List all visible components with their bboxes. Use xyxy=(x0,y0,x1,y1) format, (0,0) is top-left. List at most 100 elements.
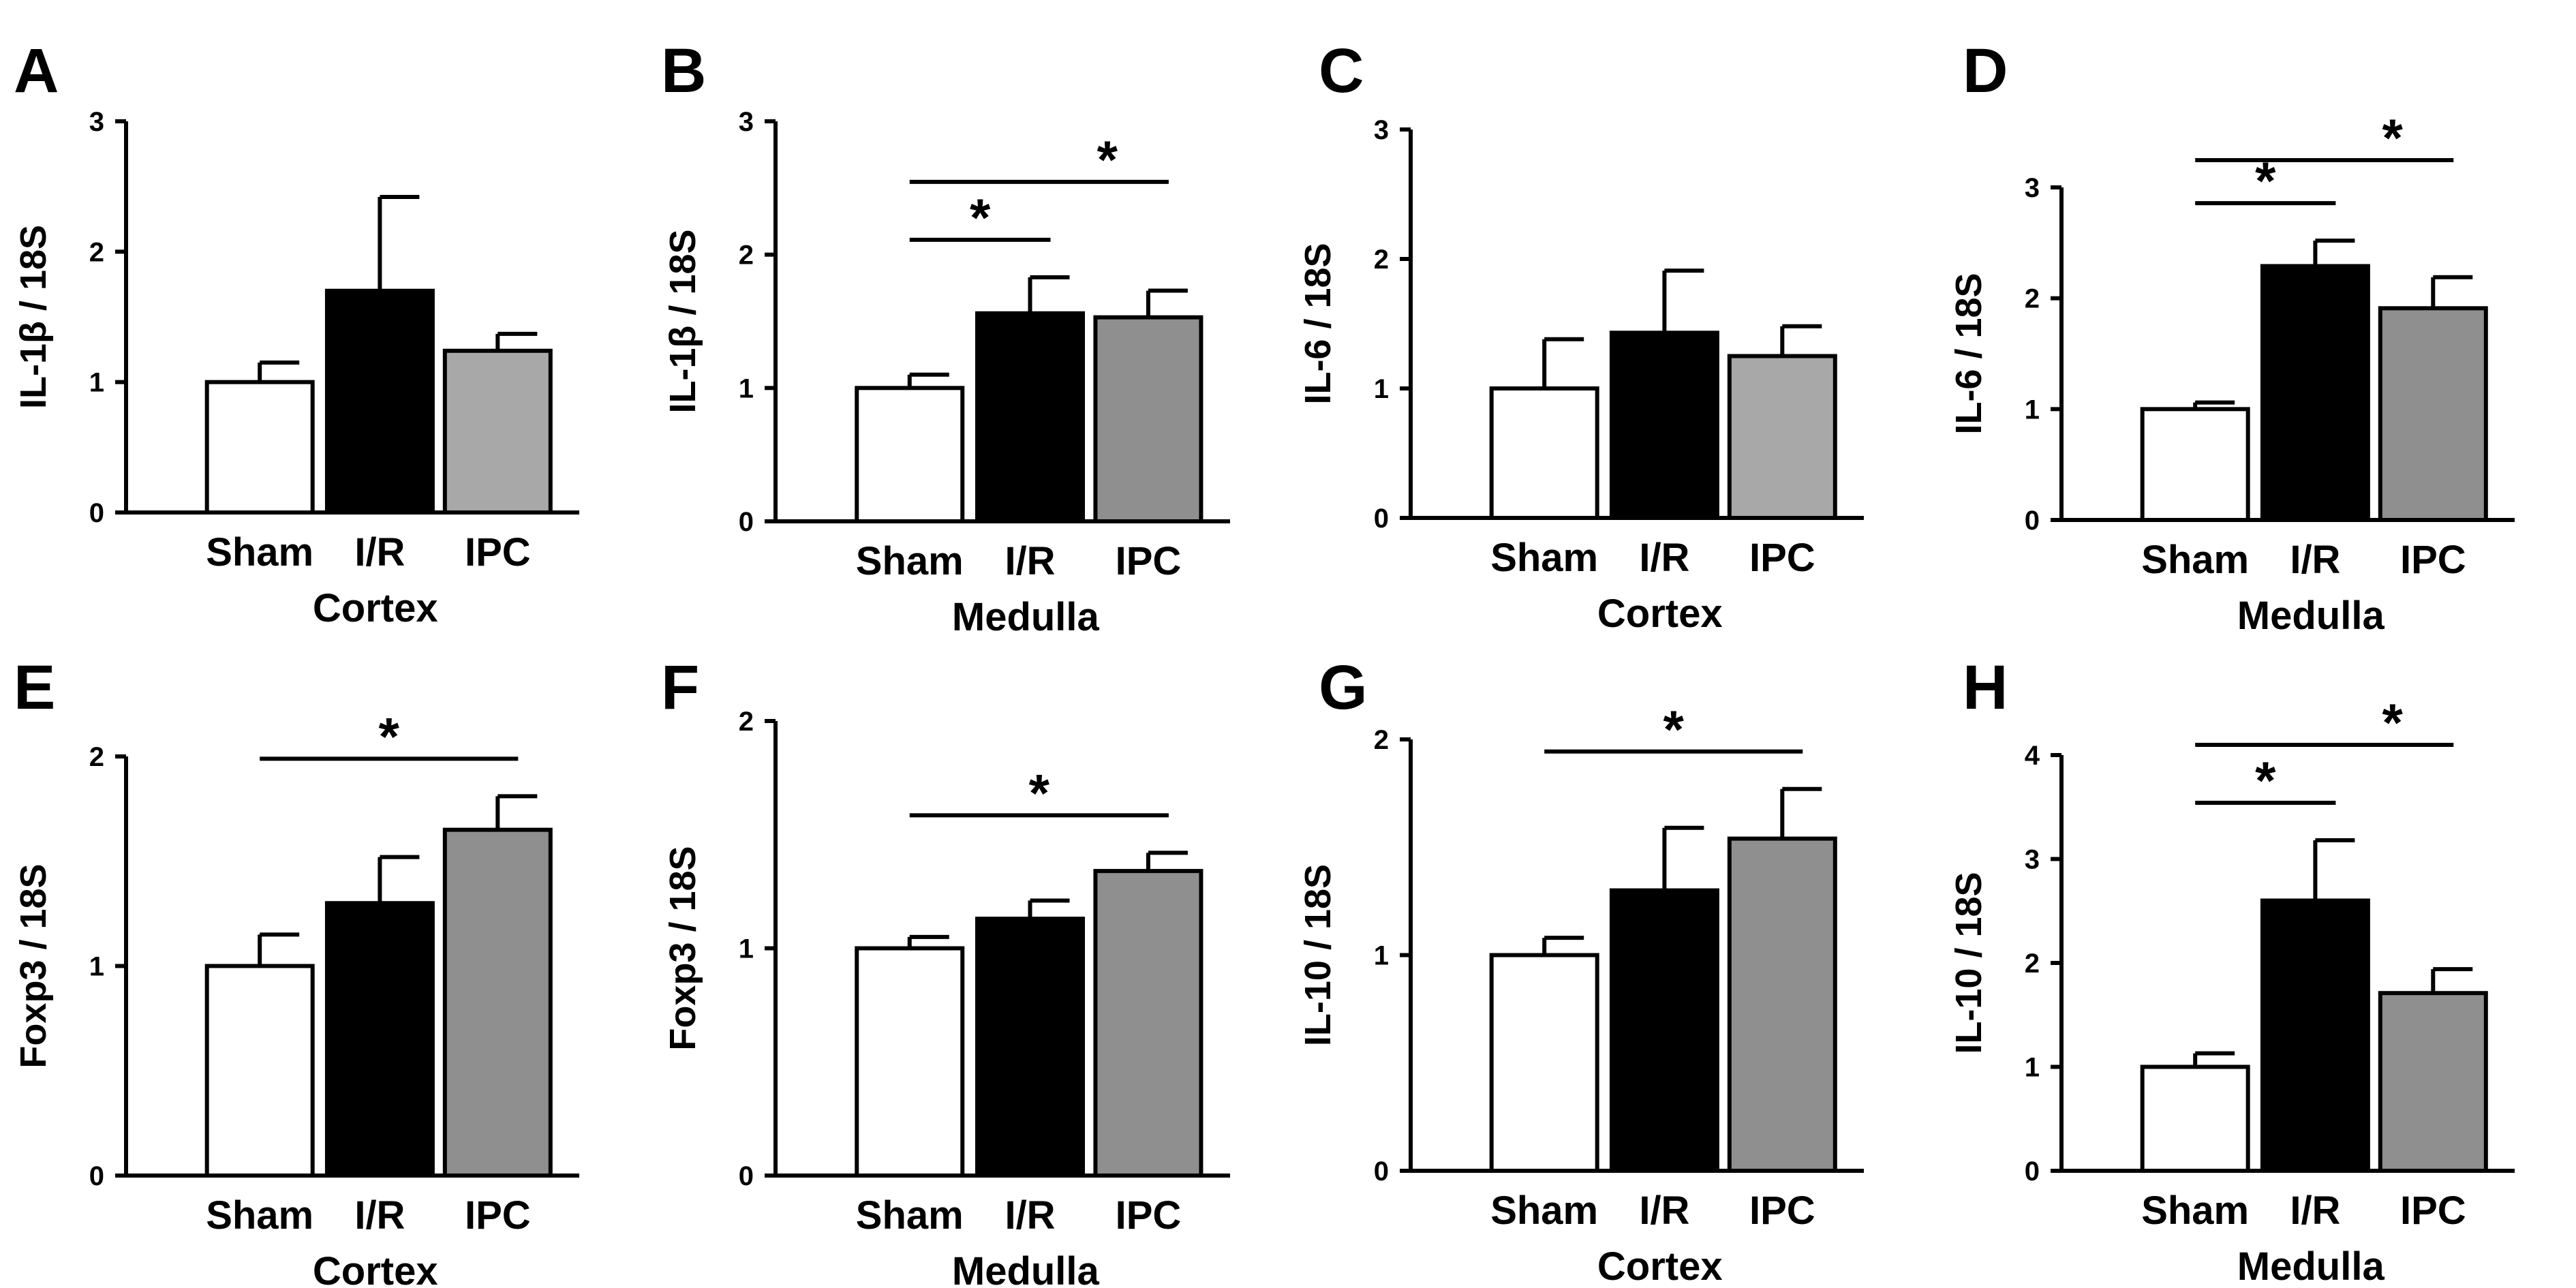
bar-1 xyxy=(324,288,435,515)
category-label: Sham xyxy=(206,1193,313,1238)
panel-letter: B xyxy=(661,36,706,106)
significance-star: * xyxy=(2382,692,2404,752)
y-tick-label: 2 xyxy=(2025,949,2040,979)
y-tick-label: 0 xyxy=(1374,504,1389,534)
panel-letter: C xyxy=(1319,36,1364,106)
category-label: I/R xyxy=(354,1193,405,1238)
y-tick-label: 0 xyxy=(89,498,104,528)
category-label: Sham xyxy=(206,530,313,574)
significance-star: * xyxy=(1029,763,1050,823)
category-label: IPC xyxy=(465,530,531,574)
category-label: I/R xyxy=(1005,1193,1055,1238)
panel-b: B 0 1 2 3 IL-1β / 18S Sham I/R IPC Medulla * * xyxy=(661,36,1230,639)
category-label: IPC xyxy=(1749,1189,1815,1233)
bar-1 xyxy=(324,901,435,1178)
y-tick-label: 2 xyxy=(2025,284,2040,314)
category-label: IPC xyxy=(1749,536,1815,580)
category-label: I/R xyxy=(1005,539,1055,583)
y-tick-label: 1 xyxy=(89,952,104,982)
panel-letter: F xyxy=(661,653,699,722)
bar-0 xyxy=(2140,1064,2250,1173)
category-label: IPC xyxy=(1116,1193,1182,1238)
panel-letter: G xyxy=(1319,653,1368,722)
y-axis-title: IL-10 / 18S xyxy=(1948,872,1989,1054)
bar-1 xyxy=(975,917,1086,1178)
bar-1 xyxy=(2260,264,2370,522)
significance-star: * xyxy=(379,706,400,766)
y-tick-label: 1 xyxy=(739,934,754,964)
significance-star: * xyxy=(1663,699,1685,759)
category-label: IPC xyxy=(1116,539,1182,583)
panel-a: A 0 1 2 3 IL-1β / 18S Sham I/R IPC Cortex xyxy=(13,36,579,630)
category-label: I/R xyxy=(2290,538,2340,582)
panel-c: C 0 1 2 3 IL-6 / 18S Sham I/R IPC Cortex xyxy=(1298,36,1864,636)
category-label: IPC xyxy=(2400,1189,2466,1233)
significance-star: * xyxy=(970,187,991,247)
bar-1 xyxy=(1609,888,1719,1174)
y-axis-title: IL-1β / 18S xyxy=(13,225,54,409)
y-tick-label: 3 xyxy=(2025,845,2040,875)
significance-star: * xyxy=(2255,750,2276,810)
y-tick-label: 1 xyxy=(1374,941,1389,971)
y-tick-label: 3 xyxy=(89,107,104,137)
category-label: Sham xyxy=(2141,1189,2249,1233)
y-tick-label: 2 xyxy=(89,237,104,267)
category-label: Sham xyxy=(856,539,964,583)
category-label: Sham xyxy=(1490,536,1598,580)
bar-0 xyxy=(2140,407,2250,522)
bar-2 xyxy=(442,348,553,515)
y-axis-title: IL-6 / 18S xyxy=(1298,243,1338,404)
y-tick-label: 3 xyxy=(739,107,754,137)
x-axis-title: Medulla xyxy=(2237,594,2385,638)
y-tick-label: 0 xyxy=(739,507,754,537)
y-tick-label: 2 xyxy=(1374,245,1389,275)
y-tick-label: 0 xyxy=(1374,1156,1389,1186)
y-tick-label: 3 xyxy=(1374,115,1389,145)
y-tick-label: 1 xyxy=(2025,395,2040,425)
bar-1 xyxy=(2260,898,2370,1173)
panel-letter: H xyxy=(1963,653,2008,722)
panel-e: E 0 1 2 Foxp3 / 18S Sham I/R IPC Cortex * xyxy=(13,653,579,1288)
bar-2 xyxy=(1727,354,1837,520)
y-tick-label: 0 xyxy=(2025,1156,2040,1186)
bar-2 xyxy=(2378,991,2488,1173)
y-tick-label: 1 xyxy=(89,368,104,398)
panel-g: G 0 1 2 IL-10 / 18S Sham I/R IPC Cortex * xyxy=(1298,653,1864,1288)
bar-2 xyxy=(1093,315,1203,523)
category-label: I/R xyxy=(1639,536,1689,580)
x-axis-title: Cortex xyxy=(313,1249,438,1288)
bar-2 xyxy=(1093,869,1203,1178)
y-tick-label: 1 xyxy=(2025,1053,2040,1083)
panel-letter: A xyxy=(14,36,59,106)
y-tick-label: 0 xyxy=(739,1161,754,1191)
x-axis-title: Cortex xyxy=(313,586,438,630)
y-tick-label: 1 xyxy=(739,373,754,403)
y-tick-label: 2 xyxy=(739,707,754,737)
significance-star: * xyxy=(2382,108,2404,168)
y-tick-label: 3 xyxy=(2025,173,2040,203)
bar-0 xyxy=(855,946,965,1178)
category-label: IPC xyxy=(465,1193,531,1238)
bar-0 xyxy=(855,386,965,523)
bar-2 xyxy=(442,827,553,1178)
x-axis-title: Cortex xyxy=(1597,592,1723,636)
bar-2 xyxy=(1727,836,1837,1173)
category-label: Sham xyxy=(2141,538,2249,582)
bar-1 xyxy=(1609,331,1719,520)
y-tick-label: 2 xyxy=(1374,725,1389,755)
category-label: Sham xyxy=(856,1193,964,1238)
bar-1 xyxy=(975,311,1086,523)
y-tick-label: 4 xyxy=(2025,741,2040,771)
panel-f: F 0 1 2 Foxp3 / 18S Sham I/R IPC Medulla * xyxy=(661,653,1230,1288)
category-label: IPC xyxy=(2400,538,2466,582)
category-label: I/R xyxy=(354,530,405,574)
category-label: Sham xyxy=(1490,1189,1598,1233)
y-tick-label: 1 xyxy=(1374,374,1389,404)
bar-0 xyxy=(204,964,315,1178)
bar-2 xyxy=(2378,306,2488,522)
x-axis-title: Cortex xyxy=(1597,1244,1723,1288)
panel-letter: D xyxy=(1963,36,2008,106)
y-axis-title: IL-1β / 18S xyxy=(662,229,703,413)
